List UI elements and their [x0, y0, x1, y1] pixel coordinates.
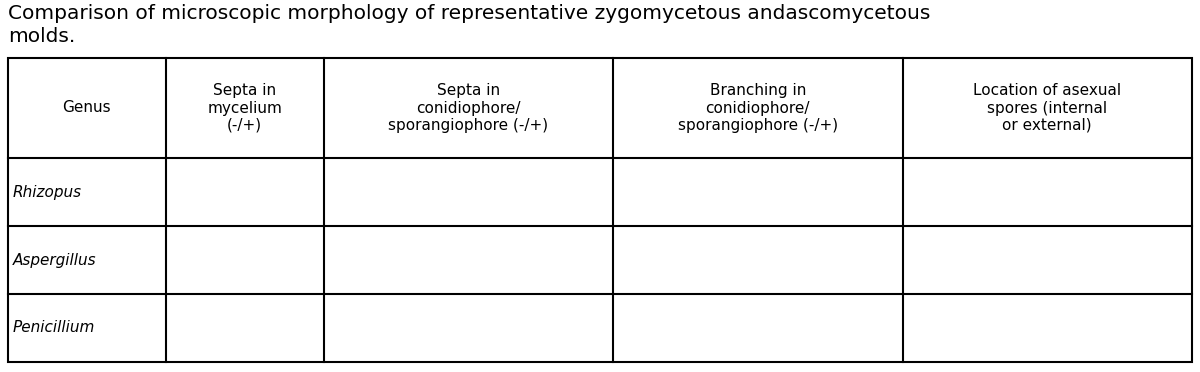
Text: Rhizopus: Rhizopus	[13, 185, 82, 199]
Text: Septa in
mycelium
(-/+): Septa in mycelium (-/+)	[208, 83, 282, 133]
Text: Branching in
conidiophore/
sporangiophore (-/+): Branching in conidiophore/ sporangiophor…	[678, 83, 838, 133]
Text: Location of asexual
spores (internal
or external): Location of asexual spores (internal or …	[973, 83, 1121, 133]
Text: Septa in
conidiophore/
sporangiophore (-/+): Septa in conidiophore/ sporangiophore (-…	[389, 83, 548, 133]
Text: Penicillium: Penicillium	[13, 321, 95, 336]
Text: Aspergillus: Aspergillus	[13, 253, 97, 267]
Bar	[8, 58, 1192, 362]
Text: Comparison of microscopic morphology of representative zygomycetous andascomycet: Comparison of microscopic morphology of …	[8, 4, 930, 46]
Text: Genus: Genus	[62, 100, 112, 115]
